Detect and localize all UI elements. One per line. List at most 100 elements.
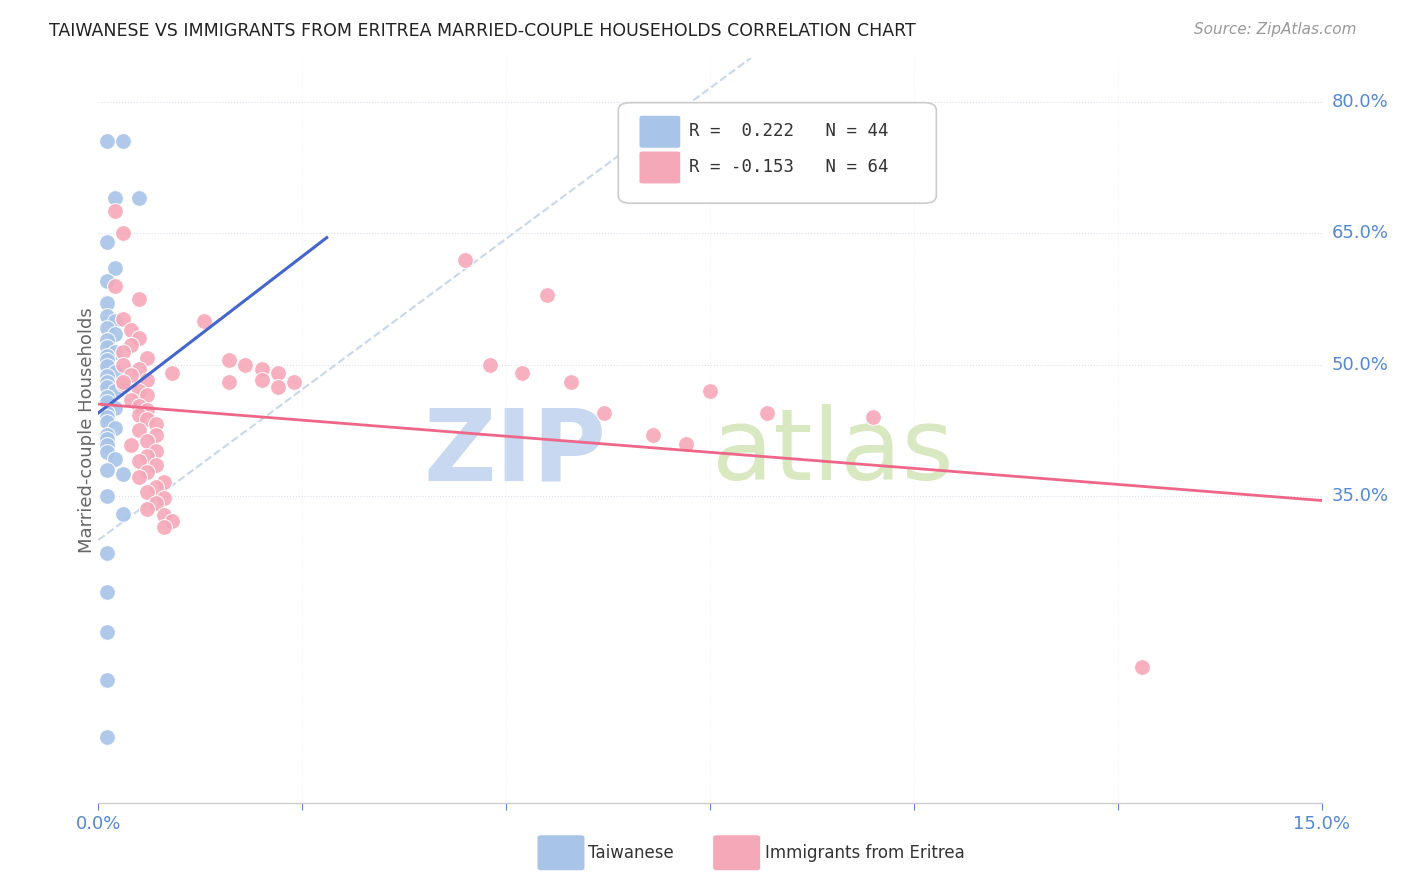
Point [152, 475, 174, 489]
Point [267, 367, 290, 381]
Point [120, 338, 142, 352]
Point [560, 375, 582, 389]
Point [136, 403, 159, 417]
Point [128, 331, 150, 345]
Text: 50.0%: 50.0% [1331, 356, 1388, 374]
Point [136, 434, 159, 448]
Point [96, 390, 118, 404]
Point [145, 458, 167, 473]
Point [111, 344, 134, 359]
Point [104, 421, 127, 435]
Point [96, 321, 118, 335]
FancyBboxPatch shape [640, 151, 681, 184]
Point [96, 489, 118, 503]
Point [145, 417, 167, 432]
Point [160, 514, 183, 528]
Point [104, 401, 127, 416]
Point [512, 367, 534, 381]
Point [96, 359, 118, 374]
Point [233, 358, 256, 372]
Point [96, 333, 118, 347]
Point [136, 465, 159, 479]
Point [96, 624, 118, 639]
Point [96, 406, 118, 420]
Point [104, 314, 127, 328]
Text: R =  0.222   N = 44: R = 0.222 N = 44 [689, 122, 889, 140]
Point [152, 491, 174, 505]
Point [96, 379, 118, 393]
Point [478, 358, 501, 372]
Point [267, 379, 290, 393]
Point [152, 520, 174, 534]
Point [96, 445, 118, 459]
Point [96, 585, 118, 599]
Point [104, 191, 127, 205]
Point [96, 463, 118, 477]
Point [104, 384, 127, 398]
Text: atlas: atlas [711, 404, 953, 501]
Point [96, 730, 118, 744]
Point [641, 427, 664, 442]
Text: ZIP: ZIP [423, 404, 606, 501]
Point [283, 375, 305, 389]
Point [145, 480, 167, 494]
Point [136, 502, 159, 516]
Point [111, 376, 134, 391]
Text: R = -0.153   N = 64: R = -0.153 N = 64 [689, 158, 889, 176]
Point [152, 508, 174, 523]
Point [96, 410, 118, 425]
Point [160, 367, 183, 381]
Point [128, 423, 150, 437]
Point [96, 415, 118, 429]
Point [128, 409, 150, 423]
Point [145, 496, 167, 510]
Point [218, 353, 240, 368]
Point [128, 454, 150, 468]
Point [96, 432, 118, 446]
Point [136, 374, 159, 388]
Point [104, 452, 127, 467]
Point [104, 365, 127, 379]
Text: 80.0%: 80.0% [1331, 93, 1388, 111]
Point [104, 278, 127, 293]
Point [111, 507, 134, 521]
Point [96, 375, 118, 389]
Point [111, 375, 134, 389]
Point [136, 351, 159, 365]
Point [1130, 660, 1153, 674]
Point [128, 362, 150, 376]
Point [145, 427, 167, 442]
Point [96, 438, 118, 452]
Point [96, 546, 118, 560]
Point [250, 374, 273, 388]
Point [756, 406, 779, 420]
Point [218, 375, 240, 389]
Text: Taiwanese: Taiwanese [588, 844, 673, 862]
Point [120, 368, 142, 383]
Point [96, 395, 118, 409]
Point [454, 252, 477, 267]
Point [96, 274, 118, 288]
Point [111, 226, 134, 240]
Point [862, 410, 884, 425]
Point [104, 326, 127, 341]
Point [128, 191, 150, 205]
Point [111, 358, 134, 372]
Text: TAIWANESE VS IMMIGRANTS FROM ERITREA MARRIED-COUPLE HOUSEHOLDS CORRELATION CHART: TAIWANESE VS IMMIGRANTS FROM ERITREA MAR… [49, 22, 915, 40]
Point [593, 406, 616, 420]
Point [136, 412, 159, 426]
Point [136, 449, 159, 463]
Point [699, 384, 721, 398]
Point [96, 673, 118, 687]
Point [111, 467, 134, 482]
FancyBboxPatch shape [640, 115, 681, 148]
Point [111, 312, 134, 326]
Point [675, 436, 697, 450]
Point [96, 134, 118, 148]
Text: Immigrants from Eritrea: Immigrants from Eritrea [765, 844, 965, 862]
Point [96, 310, 118, 324]
Point [120, 438, 142, 452]
Point [104, 344, 127, 359]
Point [120, 392, 142, 407]
Text: 65.0%: 65.0% [1331, 224, 1389, 243]
